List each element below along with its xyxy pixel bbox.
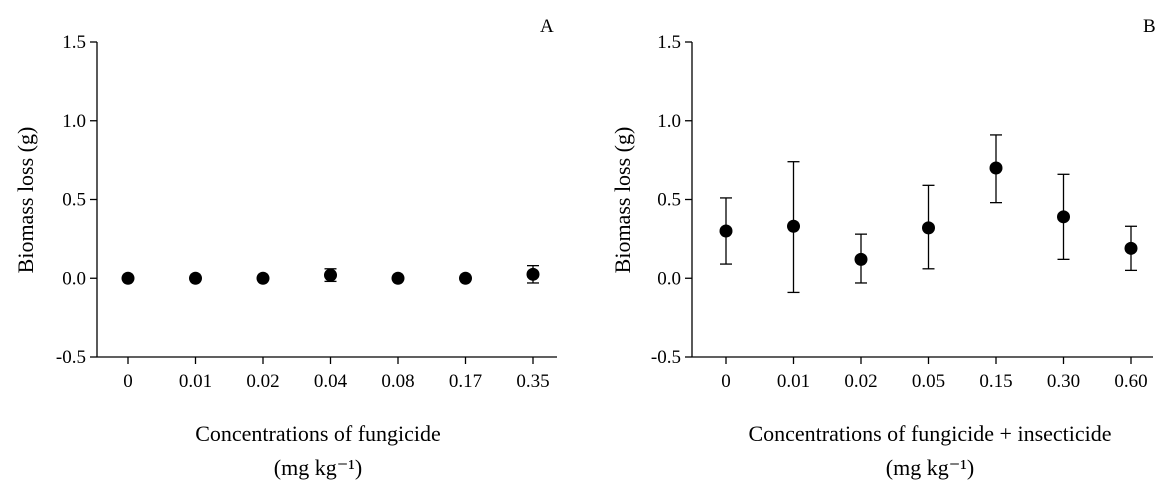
x-tick-label: 0.05 <box>912 371 945 392</box>
y-tick-label: 0.0 <box>657 268 681 289</box>
data-point <box>526 267 540 281</box>
panel-b: B Biomass loss (g) Concentrations of fun… <box>610 16 1156 480</box>
y-axis-label: Biomass loss (g) <box>610 127 635 274</box>
x-tick-label: 0.35 <box>516 371 549 392</box>
data-point <box>189 271 202 285</box>
data-point <box>989 161 1003 175</box>
y-tick-label: -0.5 <box>56 347 86 368</box>
data-point <box>324 268 337 282</box>
x-tick-label: 0.01 <box>777 371 810 392</box>
x-tick-label: 0.60 <box>1114 371 1147 392</box>
data-point <box>719 224 733 238</box>
x-tick-label: 0.08 <box>381 371 414 392</box>
x-axis-unit: (mg kg⁻¹) <box>274 455 362 480</box>
data-point <box>922 221 935 235</box>
y-tick-label: 0.5 <box>657 190 681 211</box>
data-point <box>787 219 800 233</box>
y-tick-label: 1.5 <box>62 32 86 53</box>
panel-a: A Biomass loss (g) Concentrations of fun… <box>13 16 557 480</box>
x-axis-label: Concentrations of fungicide + insecticid… <box>748 421 1111 446</box>
panel-label: B <box>1143 16 1156 37</box>
y-tick-label: 1.0 <box>62 111 86 132</box>
y-axis-label: Biomass loss (g) <box>13 127 38 274</box>
x-axis-unit: (mg kg⁻¹) <box>886 455 974 480</box>
x-tick-label: 0.01 <box>179 371 212 392</box>
x-tick-label: 0.30 <box>1047 371 1080 392</box>
data-point <box>459 271 472 285</box>
data-point <box>854 252 868 266</box>
data-point <box>1124 241 1138 255</box>
x-tick-label: 0.15 <box>979 371 1012 392</box>
y-tick-label: 0.0 <box>62 268 86 289</box>
x-tick-label: 0.02 <box>844 371 877 392</box>
data-point <box>1057 210 1070 224</box>
x-tick-label: 0 <box>721 371 731 392</box>
x-axis-label: Concentrations of fungicide <box>195 421 441 446</box>
x-tick-label: 0 <box>123 371 133 392</box>
data-point <box>121 271 135 285</box>
x-tick-label: 0.02 <box>246 371 279 392</box>
y-tick-label: 1.5 <box>657 32 681 53</box>
y-tick-label: -0.5 <box>651 347 681 368</box>
x-tick-label: 0.17 <box>449 371 482 392</box>
y-tick-label: 1.0 <box>657 111 681 132</box>
panel-label: A <box>540 16 554 37</box>
data-point <box>256 271 270 285</box>
data-point <box>391 271 405 285</box>
y-tick-label: 0.5 <box>62 190 86 211</box>
x-tick-label: 0.04 <box>314 371 348 392</box>
